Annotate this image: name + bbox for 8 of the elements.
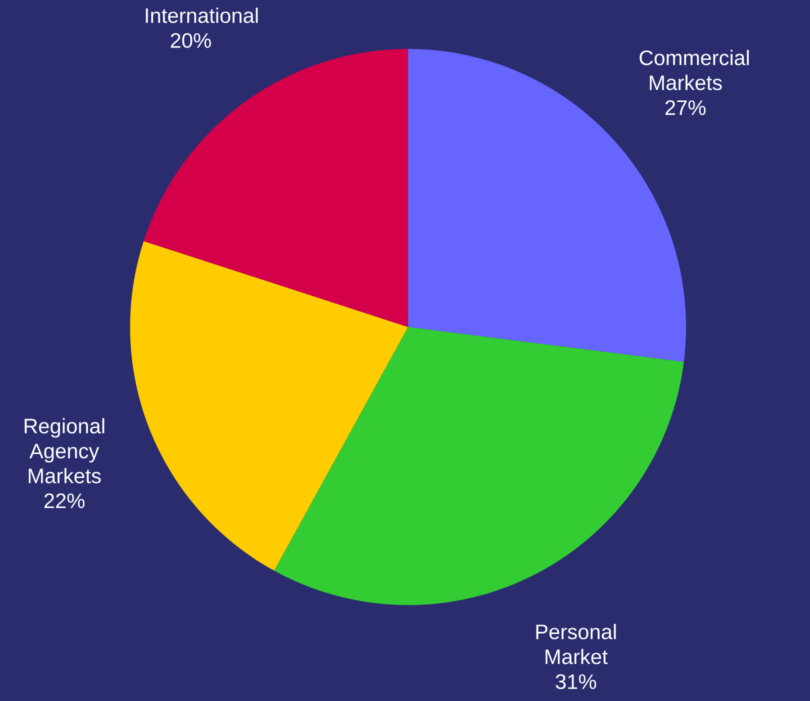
data-label: 22% — [44, 493, 85, 508]
slice-label: Regional Agency Markets — [24, 418, 104, 484]
data-label: 27% — [665, 100, 706, 115]
data-label: 31% — [556, 674, 596, 690]
slice-label: Commercial Markets — [640, 50, 749, 90]
data-label: 20% — [170, 33, 211, 48]
slice-label: International — [146, 8, 258, 24]
slice-label: Personal Market — [536, 624, 616, 664]
